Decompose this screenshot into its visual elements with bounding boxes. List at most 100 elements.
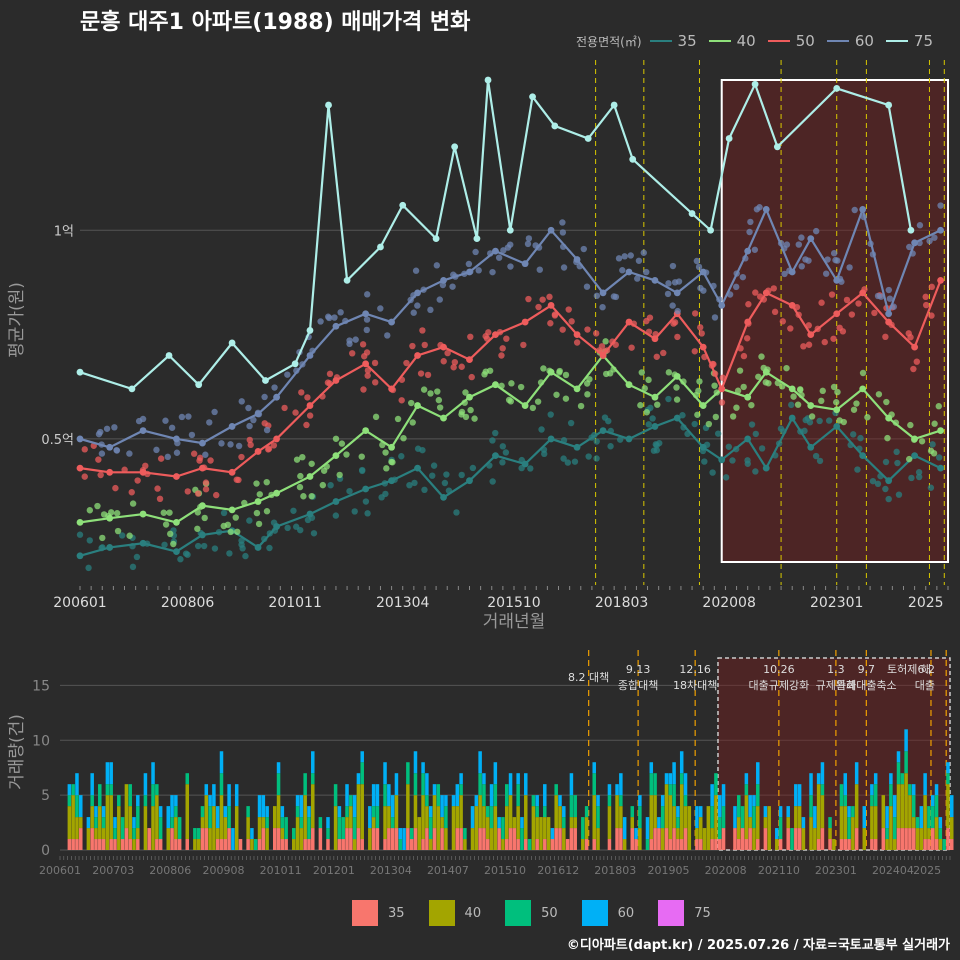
trade-point — [586, 375, 593, 383]
bar-segment — [535, 817, 539, 840]
trade-point — [202, 451, 209, 458]
data-point — [199, 502, 206, 510]
trade-point — [245, 404, 252, 412]
bar-segment — [394, 773, 399, 796]
data-point — [273, 489, 280, 497]
bar-segment — [813, 828, 817, 850]
trade-point — [885, 495, 892, 503]
bar-segment — [584, 817, 589, 840]
trade-point — [507, 241, 514, 248]
bar-segment — [638, 828, 642, 850]
credit-text: ©디아파트(dapt.kr) / 2025.07.26 / 자료=국토교통부 실… — [566, 938, 950, 953]
trade-point — [168, 424, 176, 431]
y-tick-label: 1억 — [54, 224, 74, 239]
bar-segment — [318, 817, 323, 829]
trade-point — [882, 458, 890, 466]
bar-segment — [904, 729, 908, 752]
bar-segment — [535, 806, 539, 818]
trade-point — [184, 551, 191, 558]
trade-point — [937, 202, 944, 209]
bar-segment — [683, 828, 688, 850]
trade-point — [81, 446, 88, 453]
data-point — [625, 381, 633, 389]
bar-segment — [413, 828, 418, 850]
trade-point — [338, 440, 346, 447]
bar-segment — [219, 773, 224, 796]
trade-point — [883, 398, 890, 406]
bar-segment — [155, 795, 159, 840]
bar-segment — [615, 784, 619, 796]
trade-point — [540, 365, 547, 372]
bar-segment — [299, 817, 304, 829]
bar-segment — [870, 784, 874, 796]
trade-point — [732, 283, 740, 291]
policy-annotation: 12.16 — [679, 663, 711, 676]
trade-point — [711, 382, 718, 389]
bar-segment — [908, 828, 912, 850]
bar-segment — [98, 839, 102, 850]
bar-segment — [318, 828, 323, 850]
legend-swatch — [767, 40, 790, 42]
trade-point — [458, 471, 465, 479]
bar-segment — [234, 784, 239, 807]
trade-point — [621, 253, 628, 260]
trade-point — [235, 442, 243, 450]
trade-point — [834, 257, 841, 264]
trade-point — [787, 325, 794, 332]
bar-segment — [478, 795, 482, 829]
bar-segment — [212, 784, 216, 807]
series-line-40 — [79, 353, 941, 524]
trade-point — [332, 512, 340, 519]
trade-point — [226, 550, 233, 557]
data-point — [573, 331, 581, 339]
trade-point — [788, 401, 795, 409]
bar-segment — [546, 817, 551, 850]
data-point — [625, 435, 633, 443]
trade-point — [660, 349, 667, 357]
bar-segment — [543, 806, 547, 818]
bar-segment — [660, 806, 665, 829]
bar-segment — [520, 828, 524, 850]
data-point — [173, 548, 180, 556]
trade-point — [462, 389, 469, 396]
trade-point — [173, 449, 181, 456]
legend-label: 75 — [913, 32, 933, 50]
bar-segment — [261, 817, 266, 829]
trade-point — [534, 398, 542, 405]
trade-point — [538, 426, 545, 433]
data-point — [388, 385, 395, 393]
bar-segment — [778, 806, 783, 818]
bar-segment — [311, 784, 315, 829]
trade-point — [253, 509, 261, 517]
trade-point — [162, 417, 169, 424]
bar-segment — [200, 828, 205, 850]
trade-point — [112, 484, 119, 492]
trade-point — [664, 290, 672, 298]
bar-segment — [950, 839, 954, 850]
trade-point — [492, 429, 499, 437]
trade-point — [177, 556, 184, 563]
bar-segment — [778, 839, 783, 850]
trade-point — [482, 368, 489, 375]
trade-point — [383, 465, 390, 472]
trade-point — [758, 445, 766, 452]
trade-point — [153, 446, 160, 454]
trade-point — [671, 319, 679, 326]
bar-segment — [679, 773, 684, 785]
trade-point — [139, 415, 147, 423]
trade-point — [372, 379, 379, 386]
bar-segment — [873, 806, 878, 840]
bar-segment — [748, 817, 752, 829]
data-point — [718, 385, 726, 393]
trade-point — [800, 343, 807, 350]
bar-segment — [311, 828, 315, 850]
trade-point — [825, 417, 833, 424]
bar-segment — [223, 817, 228, 840]
bar-segment — [136, 795, 140, 807]
bar-segment — [451, 795, 456, 807]
bar-x-tick-label: 200908 — [203, 864, 245, 877]
trade-point — [430, 462, 438, 469]
highlight-region — [720, 79, 949, 563]
trade-point — [812, 452, 820, 460]
trade-point — [444, 349, 451, 357]
